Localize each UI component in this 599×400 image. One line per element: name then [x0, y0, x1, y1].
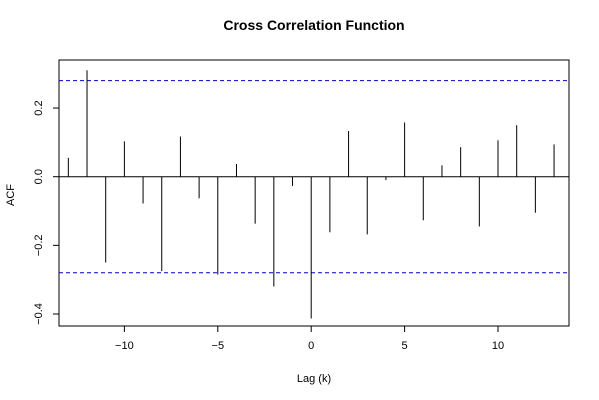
plot-frame — [58, 59, 570, 327]
y-tick-label: 0.2 — [33, 100, 45, 115]
x-axis-label: Lag (k) — [297, 373, 331, 385]
y-tick-label: 0.0 — [33, 169, 45, 184]
x-tick-label: −10 — [115, 340, 134, 352]
plot-area: −10 −5 0 5 10 −0.4 −0.2 0.0 0.2 — [33, 59, 570, 352]
y-axis-label: ACF — [5, 184, 17, 206]
x-tick-label: −5 — [212, 340, 225, 352]
y-tick-label: −0.2 — [33, 234, 45, 256]
y-tick-label: −0.4 — [33, 303, 45, 325]
x-tick-label: 5 — [402, 340, 408, 352]
chart-title: Cross Correlation Function — [223, 17, 404, 33]
x-tick-label: 10 — [492, 340, 504, 352]
x-tick-label: 0 — [308, 340, 314, 352]
